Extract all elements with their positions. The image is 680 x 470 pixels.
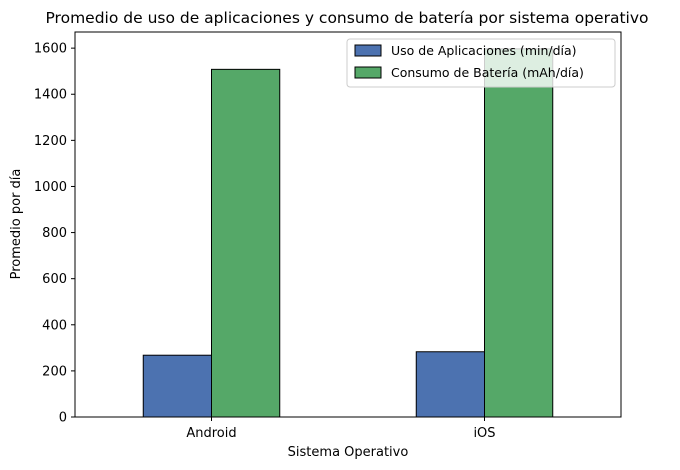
legend: Uso de Aplicaciones (min/día) Consumo de… — [346, 38, 616, 88]
legend-label-battery: Consumo de Batería (mAh/día) — [391, 65, 584, 80]
y-tick-label: 200 — [42, 364, 67, 379]
y-tick-label: 600 — [42, 272, 67, 287]
y-tick-label: 1600 — [34, 42, 67, 57]
y-tick-label: 1200 — [34, 134, 67, 149]
y-tick-label: 1400 — [34, 88, 67, 103]
legend-swatch-apps — [354, 44, 382, 57]
bar-android-apps — [142, 354, 212, 418]
y-axis-label: Promedio por día — [9, 169, 24, 280]
chart-title: Promedio de uso de aplicaciones y consum… — [45, 9, 648, 27]
y-axis: 0 200 400 600 800 1000 1200 1400 1600 — [34, 42, 75, 426]
y-tick-label: 1000 — [34, 180, 67, 195]
bar-ios-apps — [415, 351, 485, 418]
legend-swatch-battery — [354, 66, 382, 79]
bar-android-battery — [211, 68, 281, 418]
bars — [142, 48, 554, 418]
y-tick-label: 800 — [42, 226, 67, 241]
y-tick-label: 400 — [42, 318, 67, 333]
x-tick-label: iOS — [473, 426, 495, 441]
legend-box — [346, 38, 616, 88]
axes-frame — [74, 31, 622, 418]
x-axis-label: Sistema Operativo — [288, 445, 409, 460]
legend-label-apps: Uso de Aplicaciones (min/día) — [391, 43, 577, 58]
x-axis: Android iOS — [186, 417, 496, 441]
x-tick-label: Android — [186, 426, 236, 441]
bar-ios-battery — [484, 48, 554, 418]
y-tick-label: 0 — [59, 411, 67, 426]
